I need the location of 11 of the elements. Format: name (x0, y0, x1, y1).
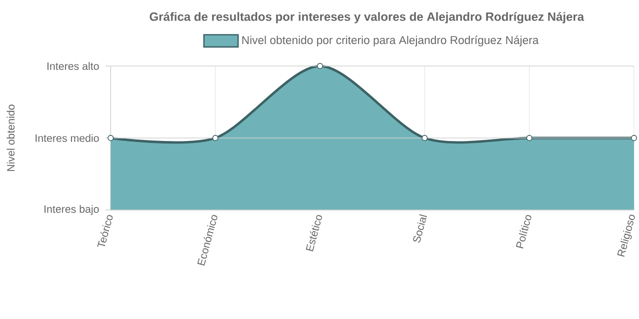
x-tick-label: Teórico (97, 215, 113, 247)
text: Nivel obtenido (6, 104, 15, 171)
ref-line-label: Interes alto (48, 62, 99, 70)
ref-line-label: Interes medio (36, 134, 99, 142)
legend-label: Nivel obtenido por criterio para Alejandro Rodríguez Nájera (242, 36, 539, 46)
x-tick-label: Político (516, 215, 532, 248)
x-tick-label: Estético (306, 215, 322, 252)
x-tick-label: Social (413, 214, 427, 243)
ref-line-label: Interes bajo (44, 205, 99, 215)
x-tick-label: Religioso (617, 214, 635, 257)
chart-title: Gráfica de resultados por intereses y valores de Alejandro Rodríguez Nájera (150, 12, 584, 24)
